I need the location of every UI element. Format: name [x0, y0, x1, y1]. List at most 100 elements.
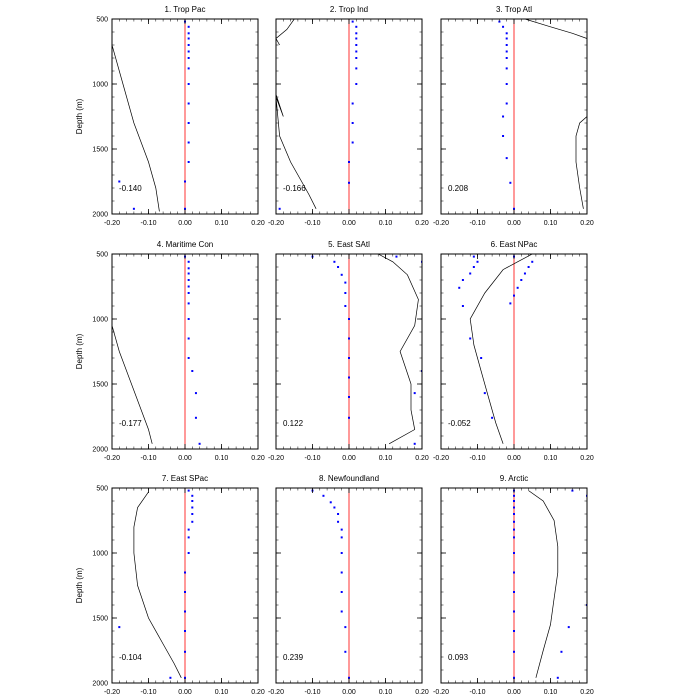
data-point	[187, 50, 190, 53]
x-tick-label: -0.10	[141, 689, 157, 696]
data-point	[513, 513, 515, 515]
x-tick-label: 0.00	[507, 689, 521, 696]
data-point	[187, 57, 190, 59]
x-tick-label: 0.00	[178, 220, 192, 227]
data-point	[502, 135, 505, 137]
x-tick-label: -0.20	[268, 220, 284, 227]
x-tick-label: 0.10	[379, 689, 393, 696]
data-point	[560, 650, 563, 653]
series-line	[276, 94, 317, 209]
data-point	[340, 571, 343, 574]
data-point	[187, 489, 190, 492]
x-tick-label: -0.20	[433, 220, 449, 227]
data-point	[461, 279, 464, 281]
series-line	[133, 491, 182, 678]
y-tick-label: 1000	[92, 317, 108, 324]
panel-data-layer	[112, 19, 190, 214]
panel-title: 1. Trop Pac	[165, 5, 206, 14]
data-point	[571, 489, 574, 492]
data-point	[348, 337, 350, 340]
data-point	[187, 44, 190, 46]
y-tick-label: 2000	[92, 681, 108, 688]
x-tick-label: 0.20	[415, 220, 429, 227]
data-point	[472, 255, 475, 258]
data-point	[513, 630, 515, 632]
data-point	[184, 180, 186, 183]
y-tick-label: 500	[96, 252, 108, 259]
data-point	[187, 37, 190, 40]
data-point	[187, 292, 190, 294]
data-point	[184, 591, 186, 593]
y-tick-label: 1000	[92, 551, 108, 558]
data-point	[187, 32, 190, 35]
y-tick-label: 1000	[92, 82, 108, 89]
x-tick-label: 0.00	[178, 689, 192, 696]
data-point	[184, 571, 186, 574]
data-point	[513, 571, 515, 574]
data-point	[337, 266, 340, 268]
data-point	[187, 528, 190, 531]
panel-annotation: 0.093	[448, 653, 469, 662]
data-point	[513, 528, 515, 531]
series-line	[575, 116, 587, 209]
panel-data-layer	[118, 488, 194, 683]
data-point	[395, 255, 398, 258]
panel-annotation: -0.166	[283, 184, 306, 193]
x-tick-label: 0.20	[251, 689, 265, 696]
data-point	[198, 442, 201, 445]
series-line	[112, 44, 160, 212]
series-line	[276, 19, 295, 46]
panel-title: 8. Newfoundland	[319, 474, 379, 483]
data-point	[184, 207, 186, 210]
panel-title: 3. Trop Atl	[496, 5, 532, 14]
panel-title: 7. East SPac	[162, 474, 208, 483]
data-point	[513, 494, 515, 497]
data-point	[355, 44, 358, 46]
data-point	[187, 83, 190, 85]
data-point	[513, 536, 515, 539]
panel-2: 2. Trop Ind -0.20 -0.10 0.00 0.10 0.20 -0.166	[268, 5, 429, 227]
y-tick-label: 1500	[92, 147, 108, 154]
y-tick-label: 500	[96, 17, 108, 24]
x-tick-label: 0.20	[415, 455, 429, 462]
data-point	[340, 536, 343, 539]
series-line	[469, 254, 533, 444]
panel-annotation: -0.177	[119, 419, 142, 428]
data-point	[513, 500, 515, 502]
data-point	[187, 102, 190, 105]
data-point	[187, 302, 190, 305]
x-tick-label: 0.20	[580, 220, 594, 227]
panel-5: 5. East SAtl -0.20 -0.10 0.00 0.10 0.20 0.122	[268, 240, 429, 462]
x-tick-label: 0.10	[544, 220, 558, 227]
panel-8: 8. Newfoundland -0.20 -0.10 0.00 0.10 0.20 0.2…	[268, 474, 429, 696]
panel-data-layer	[513, 488, 587, 683]
data-point	[187, 25, 190, 28]
data-point	[483, 392, 486, 395]
data-point	[184, 630, 186, 632]
data-point	[191, 513, 194, 515]
x-tick-label: 0.10	[215, 220, 229, 227]
x-tick-label: 0.00	[342, 455, 356, 462]
data-point	[187, 536, 190, 539]
data-point	[413, 392, 416, 395]
data-point	[498, 20, 501, 23]
data-point	[329, 501, 332, 504]
data-point	[340, 610, 343, 613]
data-point	[502, 115, 505, 118]
panel-7: 7. East SPac -0.20 -0.10 0.00 0.10 0.20 500 100…	[75, 474, 265, 696]
data-point	[502, 25, 505, 28]
data-point	[556, 676, 559, 679]
data-point	[505, 67, 508, 70]
data-point	[340, 273, 343, 276]
series-line	[378, 254, 419, 445]
data-point	[348, 676, 350, 679]
data-point	[187, 285, 190, 288]
x-tick-label: 0.00	[507, 220, 521, 227]
data-point	[413, 442, 416, 445]
data-point	[505, 102, 508, 105]
data-point	[340, 591, 343, 593]
data-point	[187, 279, 190, 281]
data-point	[505, 83, 508, 85]
x-tick-label: -0.20	[268, 455, 284, 462]
